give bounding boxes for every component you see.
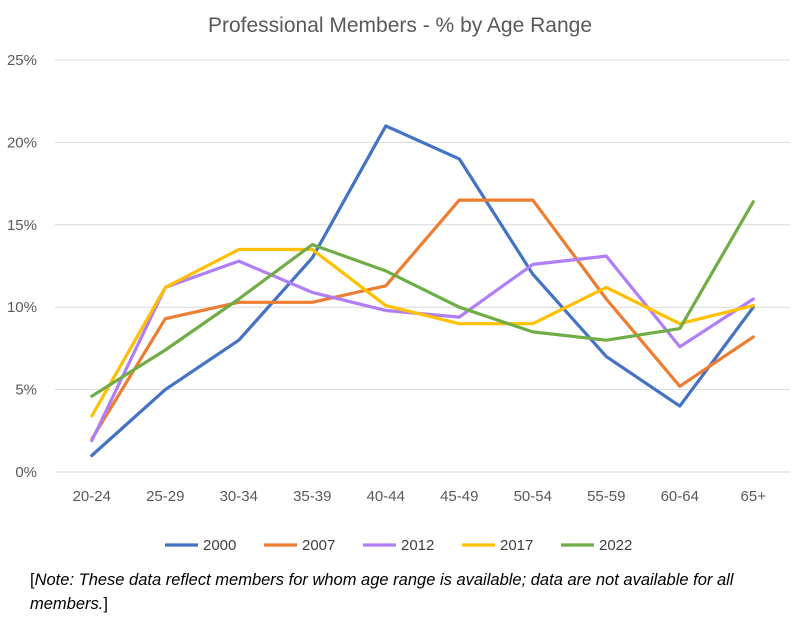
- footnote-text: Note: These data reflect members for who…: [30, 571, 734, 613]
- chart-title: Professional Members - % by Age Range: [208, 14, 592, 37]
- y-tick-label: 0%: [15, 464, 37, 481]
- legend-label-2017: 2017: [500, 537, 533, 554]
- x-tick-label: 25-29: [146, 488, 184, 505]
- footnote-close-bracket: ]: [103, 595, 108, 613]
- legend-label-2022: 2022: [599, 537, 632, 554]
- series-line-2000: [90, 124, 755, 458]
- series-lines: [90, 124, 755, 458]
- x-tick-label: 35-39: [293, 488, 331, 505]
- y-tick-label: 5%: [15, 382, 37, 399]
- legend-label-2000: 2000: [203, 537, 236, 554]
- footnote: [Note: These data reflect members for wh…: [30, 568, 780, 616]
- x-tick-label: 60-64: [661, 488, 699, 505]
- x-tick-label: 65+: [741, 488, 767, 505]
- x-tick-label: 45-49: [440, 488, 478, 505]
- y-tick-label: 25%: [7, 52, 37, 69]
- series-line-2012: [90, 254, 755, 443]
- legend-label-2007: 2007: [302, 537, 335, 554]
- footnote-open-bracket: [: [30, 571, 35, 589]
- series-line-2007: [90, 198, 755, 441]
- x-tick-label: 55-59: [587, 488, 625, 505]
- series-line-2017: [90, 247, 755, 418]
- x-tick-label: 40-44: [367, 488, 405, 505]
- series-line-2022: [90, 200, 755, 398]
- y-tick-label: 15%: [7, 217, 37, 234]
- line-chart: Professional Members - % by Age Range 0%…: [7, 14, 790, 554]
- x-tick-label: 50-54: [514, 488, 552, 505]
- x-axis-ticks: 20-24 25-29 30-34 35-39 40-44 45-49 50-54 55-59…: [73, 488, 767, 505]
- x-tick-label: 20-24: [73, 488, 111, 505]
- gridlines: [55, 59, 790, 473]
- legend: 2000 2007 2012 2017 2022: [165, 537, 632, 554]
- y-tick-label: 10%: [7, 299, 37, 316]
- x-tick-label: 30-34: [220, 488, 258, 505]
- legend-label-2012: 2012: [401, 537, 434, 554]
- y-axis-ticks: 0% 5% 10% 15% 20% 25%: [7, 52, 37, 481]
- y-tick-label: 20%: [7, 134, 37, 151]
